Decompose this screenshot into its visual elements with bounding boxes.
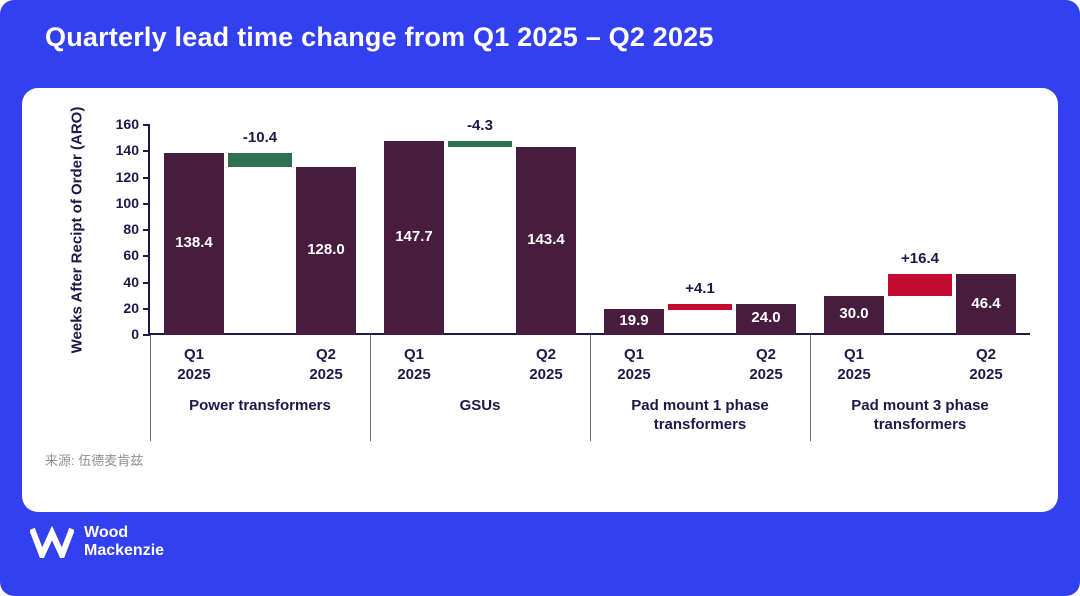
x-tick-label: Q1 2025 [177, 346, 211, 383]
group-label: GSUs [459, 397, 501, 414]
y-tick-mark [143, 229, 150, 231]
y-tick-mark [143, 255, 150, 258]
logo-wordmark: Wood Mackenzie [84, 524, 164, 561]
y-axis-line [148, 125, 150, 335]
change-value-label: +4.1 [685, 279, 715, 297]
change-bar [228, 153, 292, 167]
change-bar [888, 274, 952, 296]
bar-value-label: 19.9 [619, 311, 649, 329]
bar-value-label: 138.4 [175, 234, 213, 252]
group-label: Pad mount 3 phase transformers [851, 397, 989, 433]
y-tick-label: 120 [115, 168, 139, 185]
y-tick-mark [143, 334, 150, 336]
logo-line-2: Mackenzie [84, 542, 165, 560]
change-value-label: +16.4 [901, 250, 939, 268]
y-axis-title: Weeks After Recipt of Order (ARO) [68, 106, 86, 354]
x-tick-label: Q1 2025 [617, 346, 651, 383]
y-tick-label: 160 [115, 116, 139, 132]
quarter-bar [604, 308, 664, 335]
group-separator [809, 335, 811, 441]
y-tick-label: 0 [131, 326, 139, 342]
change-bar [668, 303, 732, 310]
y-tick-mark [143, 124, 150, 126]
y-tick-label: 100 [115, 194, 139, 211]
y-tick-mark [143, 150, 150, 153]
x-axis-line [150, 333, 1030, 335]
y-tick-label: 40 [123, 273, 139, 290]
plot-area: 0 20 40 60 80 100 120 140 160 138.4 Q1 2025 128.0 Q2… [116, 116, 1030, 441]
wood-mackenzie-logo: Wood Mackenzie [30, 524, 164, 561]
group-label: Power transformers [189, 397, 331, 414]
quarter-bar [956, 274, 1016, 335]
chart-card: Weeks After Recipt of Order (ARO) 0 20 40 6… [22, 88, 1058, 512]
bar-value-label: 30.0 [839, 305, 869, 323]
y-tick-label: 80 [123, 221, 139, 237]
y-tick-label: 140 [115, 142, 139, 159]
quarter-bar [824, 295, 884, 335]
bar-value-label: 46.4 [971, 294, 1001, 312]
x-tick-label: Q2 2025 [749, 346, 783, 383]
logo-mark-icon [30, 526, 74, 559]
bar-value-label: 24.0 [751, 309, 781, 327]
x-tick-label: Q2 2025 [309, 346, 343, 383]
y-tick-label: 60 [123, 247, 139, 264]
chart-title: Quarterly lead time change from Q1 2025 … [45, 22, 714, 52]
group-label: Pad mount 1 phase transformers [631, 397, 769, 433]
bar-value-label: 143.4 [527, 230, 565, 248]
change-value-label: -4.3 [467, 117, 493, 135]
x-tick-label: Q1 2025 [837, 346, 871, 383]
bar-value-label: 128.0 [307, 241, 345, 258]
quarter-bar [296, 167, 356, 335]
x-tick-label: Q1 2025 [397, 346, 431, 383]
logo-line-1: Wood [84, 524, 129, 541]
y-tick-mark [143, 281, 150, 284]
group-separator [589, 335, 591, 441]
source-note: 来源: 伍德麦肯兹 [45, 453, 144, 468]
quarter-bar [736, 303, 796, 335]
change-value-label: -10.4 [242, 129, 278, 147]
x-tick-label: Q2 2025 [969, 346, 1003, 383]
x-tick-label: Q2 2025 [529, 346, 563, 383]
group-separator [149, 335, 151, 441]
quarter-bar [384, 141, 444, 335]
y-tick-mark [143, 307, 150, 310]
bar-value-label: 147.7 [395, 228, 433, 246]
quarter-bar [516, 146, 576, 335]
quarter-bar [164, 153, 224, 335]
y-tick-mark [143, 202, 150, 205]
y-tick-label: 20 [123, 299, 139, 316]
change-bar [448, 141, 512, 148]
y-tick-mark [143, 176, 150, 179]
group-separator [369, 335, 371, 441]
